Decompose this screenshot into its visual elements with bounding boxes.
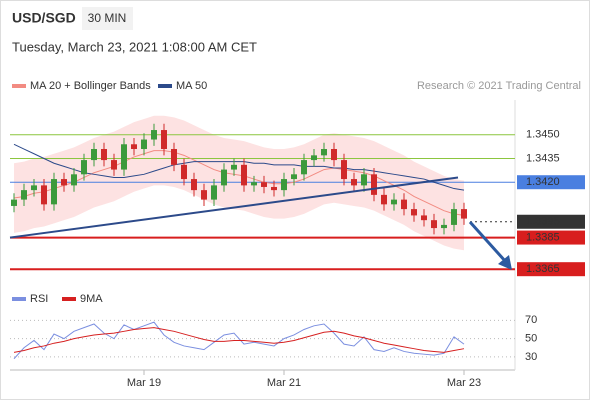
ma-line bbox=[13, 150, 465, 216]
interval: 30 MIN bbox=[88, 11, 127, 25]
candle-body bbox=[191, 179, 197, 191]
candle-body bbox=[151, 130, 157, 140]
candle-body bbox=[31, 185, 37, 191]
candle-body bbox=[431, 220, 437, 229]
candle-body bbox=[381, 194, 387, 205]
candle-body bbox=[341, 160, 347, 180]
level-label: 1.3420 bbox=[526, 176, 560, 188]
trendline bbox=[9, 176, 459, 239]
level-label: 1.3365 bbox=[526, 263, 560, 275]
level-label: 1.3450 bbox=[526, 129, 560, 141]
credit: Research © 2021 Trading Central bbox=[417, 80, 581, 92]
candle-body bbox=[61, 179, 67, 186]
candle-body bbox=[231, 164, 237, 170]
candle-body bbox=[261, 182, 267, 187]
level-label: 1.3395 bbox=[526, 216, 560, 228]
candle-body bbox=[51, 179, 57, 205]
y-tick-label: 70 bbox=[525, 314, 537, 326]
candle-body bbox=[251, 182, 257, 186]
candle-body bbox=[91, 149, 97, 161]
candle-body bbox=[291, 174, 297, 180]
candle-body bbox=[71, 174, 77, 186]
candle-body bbox=[441, 224, 447, 229]
legend-label: 9MA bbox=[80, 293, 103, 305]
y-tick-label: 30 bbox=[525, 351, 537, 363]
candle-body bbox=[131, 144, 137, 150]
candle-body bbox=[101, 149, 107, 161]
candle-body bbox=[351, 179, 357, 186]
candle-body bbox=[11, 199, 17, 206]
datetime: Tuesday, March 23, 2021 1:08:00 AM CET bbox=[12, 39, 257, 54]
candle-body bbox=[301, 160, 307, 175]
candle-body bbox=[171, 149, 177, 165]
candle-body bbox=[421, 215, 427, 221]
level-label: 1.3435 bbox=[526, 152, 560, 164]
candle-body bbox=[311, 155, 317, 161]
candle-body bbox=[161, 130, 167, 150]
level-box bbox=[517, 230, 585, 245]
x-tick-label: Mar 21 bbox=[267, 377, 301, 389]
candle-body bbox=[401, 199, 407, 210]
level-box bbox=[517, 262, 585, 277]
candle-body bbox=[451, 209, 457, 225]
symbol: USD/SGD bbox=[12, 10, 76, 26]
candle-body bbox=[121, 144, 127, 170]
interval-box bbox=[82, 7, 133, 30]
y-tick-label: 50 bbox=[525, 333, 537, 345]
candle-body bbox=[221, 169, 227, 186]
candle-body bbox=[41, 185, 47, 205]
candle-body bbox=[331, 149, 337, 161]
candle-body bbox=[111, 160, 117, 170]
candle-body bbox=[201, 190, 207, 200]
candle-body bbox=[281, 179, 287, 191]
level-box bbox=[517, 214, 585, 229]
rsi-line bbox=[13, 321, 465, 360]
candle-body bbox=[241, 164, 247, 186]
candle-body bbox=[391, 199, 397, 205]
candle-body bbox=[141, 139, 147, 150]
forecast-arrow bbox=[468, 220, 508, 264]
level-box bbox=[517, 175, 585, 190]
ma-line bbox=[13, 143, 465, 191]
candle-body bbox=[321, 149, 327, 156]
legend-label: RSI bbox=[30, 293, 48, 305]
candle-body bbox=[211, 185, 217, 200]
candle-body bbox=[361, 174, 367, 186]
candle-body bbox=[461, 209, 467, 219]
forecast-arrowhead bbox=[498, 255, 512, 270]
candle-body bbox=[271, 186, 277, 191]
x-tick-label: Mar 23 bbox=[447, 377, 481, 389]
legend-label: MA 50 bbox=[176, 80, 207, 92]
candle-body bbox=[181, 164, 187, 180]
level-label: 1.3385 bbox=[526, 231, 560, 243]
rsi-line bbox=[13, 327, 465, 353]
legend-label: MA 20 + Bollinger Bands bbox=[30, 80, 151, 92]
candle-body bbox=[371, 174, 377, 195]
candle-body bbox=[411, 209, 417, 216]
x-tick-label: Mar 19 bbox=[127, 377, 161, 389]
candle-body bbox=[21, 190, 27, 200]
candle-body bbox=[81, 160, 87, 175]
